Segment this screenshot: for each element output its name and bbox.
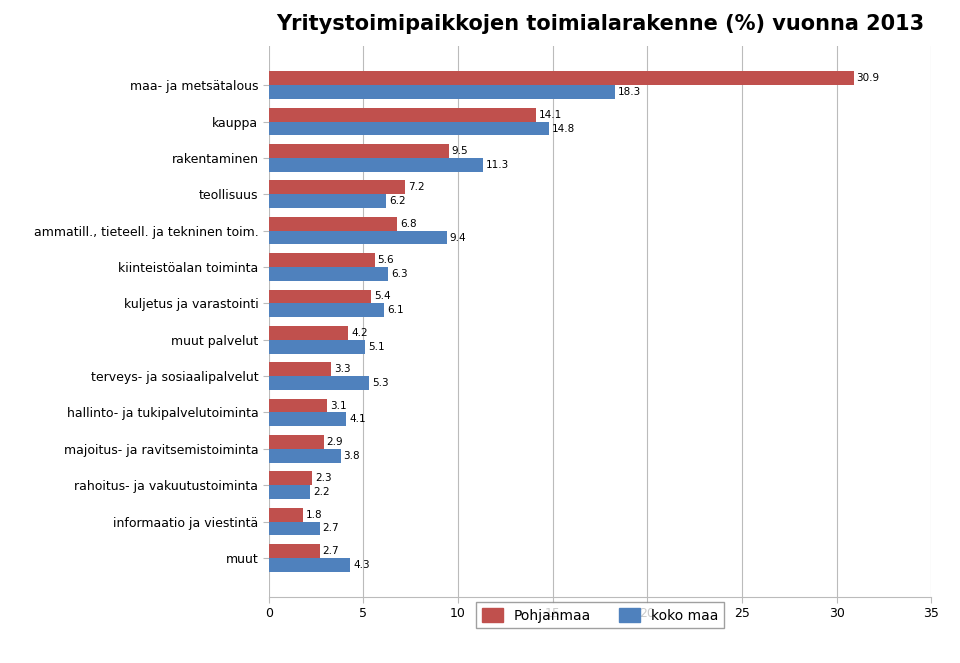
Bar: [269, 194, 386, 208]
Text: 3.1: 3.1: [330, 400, 347, 410]
Bar: [269, 217, 397, 231]
Text: 5.4: 5.4: [373, 292, 391, 302]
Text: 6.3: 6.3: [391, 269, 407, 279]
Text: 4.3: 4.3: [353, 560, 370, 570]
Bar: [269, 158, 483, 172]
Text: 14.1: 14.1: [539, 109, 562, 120]
Bar: [269, 72, 853, 86]
Text: 3.3: 3.3: [334, 364, 350, 374]
Bar: [269, 304, 384, 317]
Text: 6.8: 6.8: [400, 219, 417, 229]
Text: 30.9: 30.9: [856, 74, 879, 84]
Bar: [269, 253, 374, 267]
Bar: [269, 508, 302, 522]
Bar: [269, 435, 324, 449]
Bar: [269, 231, 446, 245]
Bar: [269, 376, 369, 390]
Text: 9.4: 9.4: [449, 233, 467, 243]
Text: 4.1: 4.1: [349, 414, 366, 424]
Text: 2.2: 2.2: [313, 487, 330, 497]
Text: 1.8: 1.8: [305, 510, 323, 520]
Text: 2.7: 2.7: [323, 523, 340, 534]
Text: 5.1: 5.1: [368, 341, 385, 351]
Bar: [269, 398, 327, 412]
Legend: Pohjanmaa, koko maa: Pohjanmaa, koko maa: [476, 603, 724, 629]
Bar: [269, 544, 320, 558]
Bar: [269, 471, 312, 485]
Bar: [269, 267, 388, 281]
Bar: [269, 121, 549, 135]
Text: 2.3: 2.3: [315, 473, 332, 483]
Bar: [269, 144, 448, 158]
Text: 14.8: 14.8: [552, 123, 575, 133]
Bar: [269, 86, 615, 99]
Text: 3.8: 3.8: [344, 451, 360, 461]
Text: 5.6: 5.6: [377, 255, 395, 265]
Text: 6.2: 6.2: [389, 196, 406, 206]
Bar: [269, 326, 348, 339]
Bar: [269, 362, 331, 376]
Bar: [269, 290, 371, 304]
Bar: [269, 558, 350, 572]
Text: 7.2: 7.2: [408, 182, 424, 192]
Text: 4.2: 4.2: [351, 328, 368, 338]
Text: 6.1: 6.1: [387, 305, 404, 316]
Bar: [269, 522, 320, 535]
Text: 9.5: 9.5: [451, 146, 468, 156]
Bar: [269, 449, 341, 463]
Title: Yritystoimipaikkojen toimialarakenne (%) vuonna 2013: Yritystoimipaikkojen toimialarakenne (%)…: [276, 14, 924, 34]
Text: 2.7: 2.7: [323, 546, 340, 556]
Bar: [269, 339, 366, 353]
Bar: [269, 485, 310, 499]
Bar: [269, 412, 347, 426]
Text: 5.3: 5.3: [372, 378, 389, 388]
Bar: [269, 108, 536, 121]
Text: 11.3: 11.3: [486, 160, 509, 170]
Bar: [269, 180, 405, 194]
Text: 2.9: 2.9: [326, 437, 343, 447]
Text: 18.3: 18.3: [618, 87, 641, 97]
